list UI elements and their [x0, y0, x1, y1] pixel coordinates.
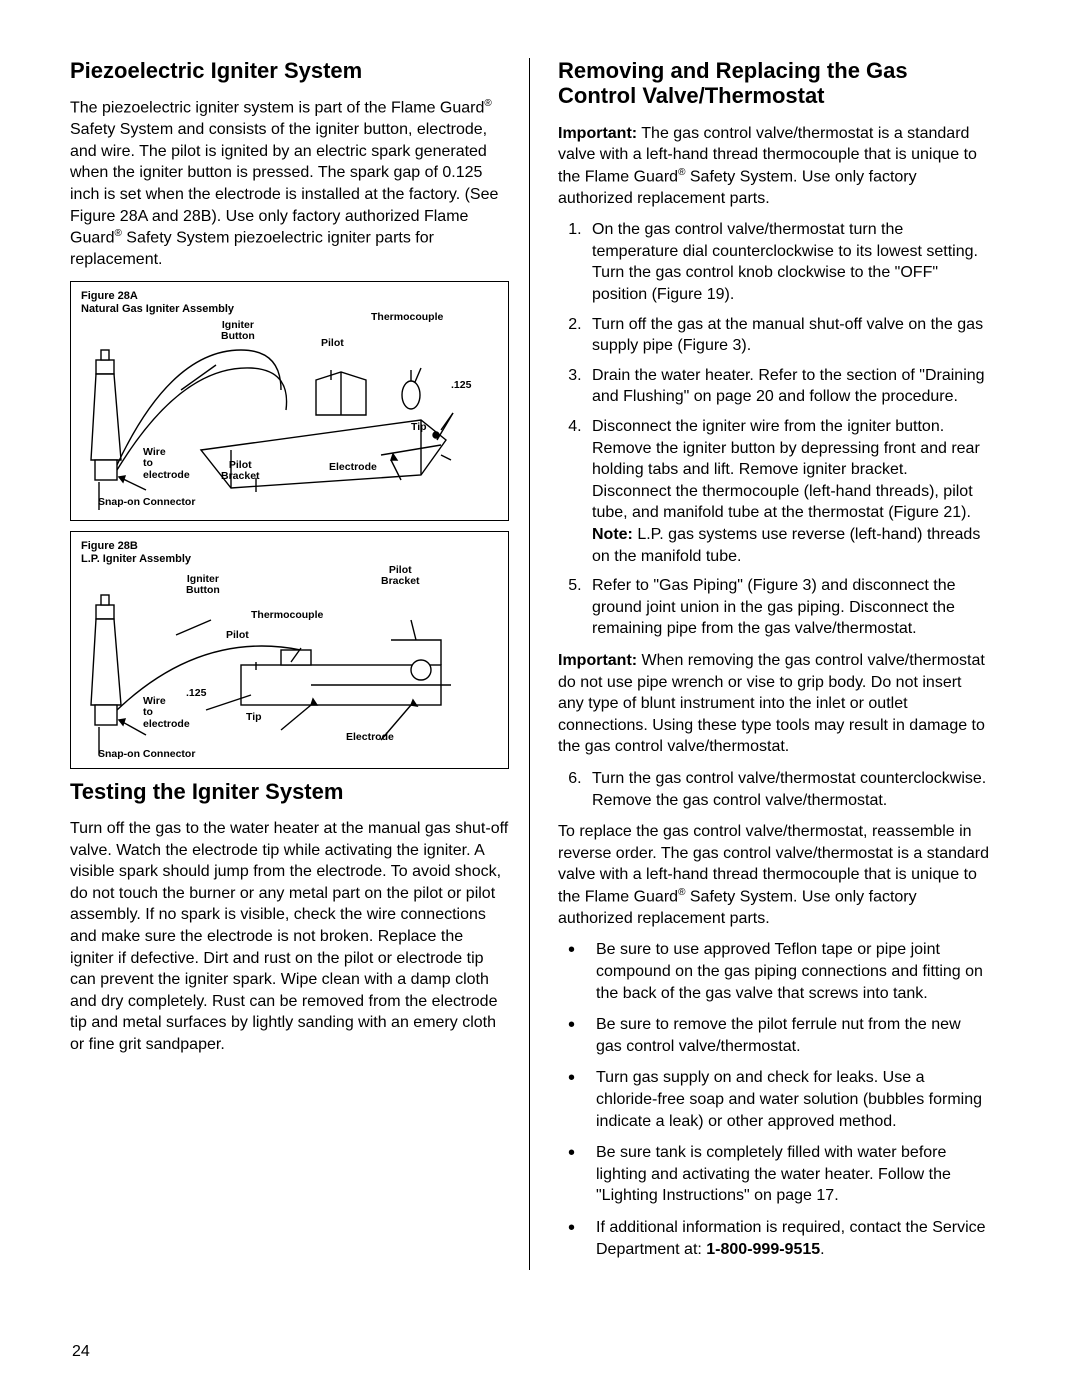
step-5: Refer to "Gas Piping" (Figure 3) and dis… [586, 575, 990, 640]
important-1: Important: The gas control valve/thermos… [558, 123, 990, 210]
label-tip: Tip [411, 422, 427, 434]
label-wire-b: Wiretoelectrode [143, 696, 190, 731]
important-2: Important: When removing the gas control… [558, 650, 990, 758]
bullet-3: Turn gas supply on and check for leaks. … [586, 1067, 990, 1132]
procedure-list: On the gas control valve/thermostat turn… [558, 219, 990, 640]
two-column-layout: Piezoelectric Igniter System The piezoel… [70, 58, 1010, 1270]
right-column: Removing and Replacing the Gas Control V… [530, 58, 990, 1270]
left-column: Piezoelectric Igniter System The piezoel… [70, 58, 530, 1270]
label-thermocouple-b: Thermocouple [251, 610, 323, 622]
label-igniter-button-b: IgniterButton [186, 574, 220, 597]
step-6: Turn the gas control valve/thermostat co… [586, 768, 990, 811]
removing-heading: Removing and Replacing the Gas Control V… [558, 58, 990, 109]
label-snap-connector: Snap-on Connector [98, 497, 195, 509]
testing-paragraph: Turn off the gas to the water heater at … [70, 818, 509, 1056]
bullet-1: Be sure to use approved Teflon tape or p… [586, 939, 990, 1004]
bullet-list: Be sure to use approved Teflon tape or p… [558, 939, 990, 1260]
label-pilot-bracket: PilotBracket [221, 460, 260, 483]
page-number: 24 [72, 1343, 90, 1361]
label-thermocouple: Thermocouple [371, 312, 443, 324]
label-tip-b: Tip [246, 712, 262, 724]
figure-28a: Figure 28ANatural Gas Igniter Assembly [70, 281, 509, 521]
replace-paragraph: To replace the gas control valve/thermos… [558, 821, 990, 929]
label-pilot: Pilot [321, 338, 344, 350]
figure-28b: Figure 28BL.P. Igniter Assembly [70, 531, 509, 769]
label-pilot-bracket-b: PilotBracket [381, 565, 420, 588]
piezo-paragraph: The piezoelectric igniter system is part… [70, 97, 509, 270]
step-2: Turn off the gas at the manual shut-off … [586, 314, 990, 357]
step-3: Drain the water heater. Refer to the sec… [586, 365, 990, 408]
bullet-5: If additional information is required, c… [586, 1217, 990, 1260]
label-snap-connector-b: Snap-on Connector [98, 749, 195, 761]
piezo-heading: Piezoelectric Igniter System [70, 58, 509, 83]
step-4: Disconnect the igniter wire from the ign… [586, 416, 990, 567]
procedure-list-cont: Turn the gas control valve/thermostat co… [558, 768, 990, 811]
label-electrode-b: Electrode [346, 732, 394, 744]
label-electrode: Electrode [329, 462, 377, 474]
label-igniter-button: IgniterButton [221, 320, 255, 343]
label-125: .125 [451, 380, 471, 392]
figure-28b-title: Figure 28BL.P. Igniter Assembly [81, 540, 498, 566]
label-pilot-b: Pilot [226, 630, 249, 642]
figure-28a-diagram [81, 320, 491, 515]
label-wire: Wiretoelectrode [143, 447, 190, 482]
bullet-4: Be sure tank is completely filled with w… [586, 1142, 990, 1207]
testing-heading: Testing the Igniter System [70, 779, 509, 804]
figure-28b-diagram [81, 570, 491, 760]
step-1: On the gas control valve/thermostat turn… [586, 219, 990, 305]
bullet-2: Be sure to remove the pilot ferrule nut … [586, 1014, 990, 1057]
